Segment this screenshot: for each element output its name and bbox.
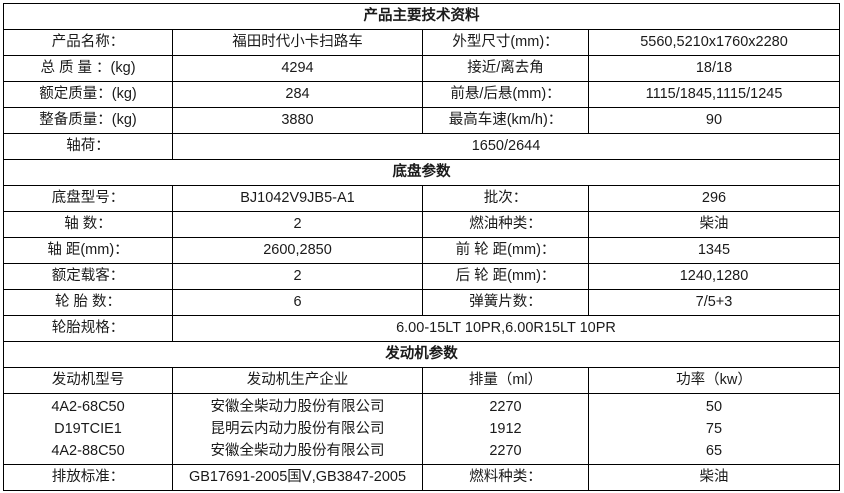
value-spring-leaves: 7/5+3 (588, 289, 840, 316)
engine-list-block: 4A2-68C50 D19TCIE1 4A2-88C50 安徽全柴动力股份有限公… (3, 393, 840, 465)
section-title-chassis: 底盘参数 (3, 159, 840, 186)
column-header-displacement: 排量（ml） (422, 367, 589, 394)
value-fuel-kind: 柴油 (588, 464, 840, 491)
label-rear-track: 后 轮 距(mm)： (422, 263, 589, 290)
table-row: 轴 数： 2 燃油种类： 柴油 (3, 211, 840, 238)
value-chassis-model: BJ1042V9JB5-A1 (172, 185, 423, 212)
label-approach-departure-angle: 接近/离去角 (422, 55, 589, 82)
value-tire-count: 6 (172, 289, 423, 316)
list-item: 昆明云内动力股份有限公司 (210, 421, 385, 437)
engine-power-column: 50 75 65 (588, 393, 840, 465)
value-front-rear-overhang: 1115/1845,1115/1245 (588, 81, 840, 108)
label-overall-dimensions: 外型尺寸(mm)： (422, 29, 589, 56)
value-rear-track: 1240,1280 (588, 263, 840, 290)
table-row: 额定质量：(kg) 284 前悬/后悬(mm)： 1115/1845,1115/… (3, 81, 840, 108)
section-title-engine: 发动机参数 (3, 341, 840, 368)
value-front-track: 1345 (588, 237, 840, 264)
label-gross-mass: 总 质 量 ：(kg) (3, 55, 173, 82)
value-tire-spec: 6.00-15LT 10PR,6.00R15LT 10PR (172, 315, 840, 342)
label-fuel-type: 燃油种类： (422, 211, 589, 238)
label-product-name: 产品名称： (3, 29, 173, 56)
value-emission-standard: GB17691-2005国Ⅴ,GB3847-2005 (172, 464, 423, 491)
label-fuel-kind: 燃料种类： (422, 464, 589, 491)
label-emission-standard: 排放标准： (3, 464, 173, 491)
value-overall-dimensions: 5560,5210x1760x2280 (588, 29, 840, 56)
label-rated-passengers: 额定载客： (3, 263, 173, 290)
value-curb-mass: 3880 (172, 107, 423, 134)
value-axle-count: 2 (172, 211, 423, 238)
label-spring-leaves: 弹簧片数： (422, 289, 589, 316)
list-item: 75 (705, 421, 723, 437)
column-header-engine-manufacturer: 发动机生产企业 (172, 367, 423, 394)
value-rated-mass: 284 (172, 81, 423, 108)
section-title-product: 产品主要技术资料 (3, 3, 840, 30)
label-max-speed: 最高车速(km/h)： (422, 107, 589, 134)
table-row: 轮 胎 数： 6 弹簧片数： 7/5+3 (3, 289, 840, 316)
value-gross-mass: 4294 (172, 55, 423, 82)
engine-displacement-column: 2270 1912 2270 (422, 393, 589, 465)
table-row: 产品名称： 福田时代小卡扫路车 外型尺寸(mm)： 5560,5210x1760… (3, 29, 840, 56)
engine-model-column: 4A2-68C50 D19TCIE1 4A2-88C50 (3, 393, 173, 465)
section-title-row-engine: 发动机参数 (3, 341, 840, 368)
list-item: D19TCIE1 (54, 421, 122, 437)
table-row: 总 质 量 ：(kg) 4294 接近/离去角 18/18 (3, 55, 840, 82)
table-row: 额定载客： 2 后 轮 距(mm)： 1240,1280 (3, 263, 840, 290)
table-row: 轴荷： 1650/2644 (3, 133, 840, 160)
value-rated-passengers: 2 (172, 263, 423, 290)
table-row: 轮胎规格： 6.00-15LT 10PR,6.00R15LT 10PR (3, 315, 840, 342)
table-row: 整备质量：(kg) 3880 最高车速(km/h)： 90 (3, 107, 840, 134)
label-tire-count: 轮 胎 数： (3, 289, 173, 316)
list-item: 4A2-88C50 (51, 443, 125, 459)
table-row: 排放标准： GB17691-2005国Ⅴ,GB3847-2005 燃料种类： 柴… (3, 464, 840, 491)
list-item: 50 (705, 399, 723, 415)
column-header-power: 功率（kw） (588, 367, 840, 394)
value-approach-departure-angle: 18/18 (588, 55, 840, 82)
list-item: 65 (705, 443, 723, 459)
value-batch: 296 (588, 185, 840, 212)
label-tire-spec: 轮胎规格： (3, 315, 173, 342)
list-item: 2270 (489, 399, 522, 415)
engine-header-row: 发动机型号 发动机生产企业 排量（ml） 功率（kw） (3, 367, 840, 394)
table-row: 底盘型号： BJ1042V9JB5-A1 批次： 296 (3, 185, 840, 212)
value-axle-load: 1650/2644 (172, 133, 840, 160)
list-item: 安徽全柴动力股份有限公司 (210, 443, 385, 459)
section-title-row-chassis: 底盘参数 (3, 159, 840, 186)
table-row: 轴 距(mm)： 2600,2850 前 轮 距(mm)： 1345 (3, 237, 840, 264)
vehicle-specification-table: 产品主要技术资料 产品名称： 福田时代小卡扫路车 外型尺寸(mm)： 5560,… (3, 3, 840, 491)
label-front-track: 前 轮 距(mm)： (422, 237, 589, 264)
label-curb-mass: 整备质量：(kg) (3, 107, 173, 134)
section-title-row-product: 产品主要技术资料 (3, 3, 840, 30)
list-item: 4A2-68C50 (51, 399, 125, 415)
list-item: 安徽全柴动力股份有限公司 (210, 399, 385, 415)
engine-manufacturer-column: 安徽全柴动力股份有限公司 昆明云内动力股份有限公司 安徽全柴动力股份有限公司 (172, 393, 423, 465)
label-axle-load: 轴荷： (3, 133, 173, 160)
value-product-name: 福田时代小卡扫路车 (172, 29, 423, 56)
label-chassis-model: 底盘型号： (3, 185, 173, 212)
value-fuel-type: 柴油 (588, 211, 840, 238)
label-front-rear-overhang: 前悬/后悬(mm)： (422, 81, 589, 108)
value-max-speed: 90 (588, 107, 840, 134)
list-item: 2270 (489, 443, 522, 459)
label-rated-mass: 额定质量：(kg) (3, 81, 173, 108)
label-wheelbase: 轴 距(mm)： (3, 237, 173, 264)
value-wheelbase: 2600,2850 (172, 237, 423, 264)
column-header-engine-model: 发动机型号 (3, 367, 173, 394)
label-axle-count: 轴 数： (3, 211, 173, 238)
label-batch: 批次： (422, 185, 589, 212)
list-item: 1912 (489, 421, 522, 437)
